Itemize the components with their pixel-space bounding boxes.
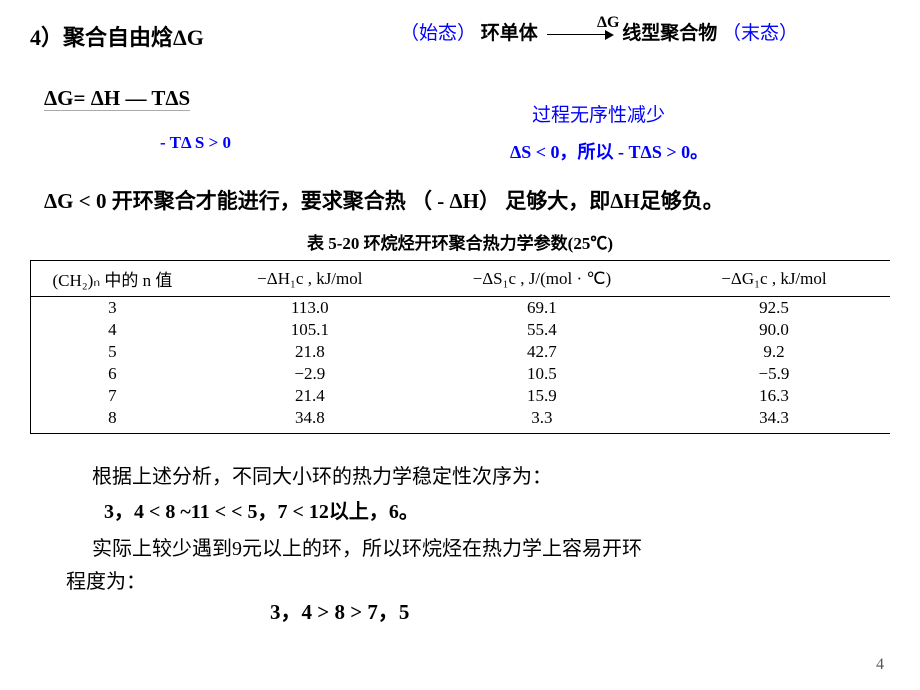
ease-order: 3，4 > 8 > 7，5 [270, 596, 890, 626]
header-dh: −ΔH₁c , kJ/mol [194, 261, 426, 297]
section-number: 4） [30, 25, 63, 50]
stability-order: 3，4 < 8 ~11 < < 5，7 < 12以上，6。 [104, 495, 890, 524]
end-state-label: （末态） [722, 23, 798, 44]
monomer-label: 环单体 [481, 23, 538, 44]
table-row: 4105.155.490.0 [31, 319, 891, 341]
condition-line: ΔG < 0 开环聚合才能进行，要求聚合热 （ - ΔH） 足够大，即ΔH足够负… [44, 185, 890, 215]
start-state-label: （始态） [400, 23, 476, 44]
header-n: (CH₂)ₙ 中的 n 值 [31, 261, 194, 297]
table-header-row: (CH₂)ₙ 中的 n 值 −ΔH₁c , kJ/mol −ΔS₁c , J/(… [31, 261, 891, 297]
polymer-label: 线型聚合物 [622, 23, 717, 44]
arrow-icon [547, 23, 614, 45]
thermo-table: (CH₂)ₙ 中的 n 值 −ΔH₁c , kJ/mol −ΔS₁c , J/(… [30, 260, 890, 434]
table-caption: 表 5-20 环烷烃开环聚合热力学参数(25℃) [30, 229, 890, 254]
table-row: 834.83.334.3 [31, 407, 891, 434]
process-note: 过程无序性减少 [532, 100, 665, 127]
header-dg: −ΔG₁c , kJ/mol [658, 261, 890, 297]
table-row: 721.415.916.3 [31, 385, 891, 407]
header-ds: −ΔS₁c , J/(mol · ℃) [426, 261, 658, 297]
section-title: 聚合自由焓ΔG [63, 25, 204, 50]
tds-note-left: - TΔ S > 0 [160, 133, 231, 153]
ds-note-right: ΔS < 0，所以 - TΔS > 0。 [510, 138, 708, 164]
page-number: 4 [876, 656, 884, 674]
practical-text-2: 程度为： [66, 565, 890, 594]
reaction-scheme: ΔG （始态） 环单体 线型聚合物 （末态） [400, 18, 798, 45]
table-row: 6−2.910.5−5.9 [31, 363, 891, 385]
table-row: 3113.069.192.5 [31, 297, 891, 320]
gibbs-equation: ΔG= ΔH — TΔS [44, 86, 890, 111]
table-row: 521.842.79.2 [31, 341, 891, 363]
practical-text-1: 实际上较少遇到9元以上的环，所以环烷烃在热力学上容易开环 [92, 534, 890, 565]
analysis-intro: 根据上述分析，不同大小环的热力学稳定性次序为： [92, 462, 890, 493]
